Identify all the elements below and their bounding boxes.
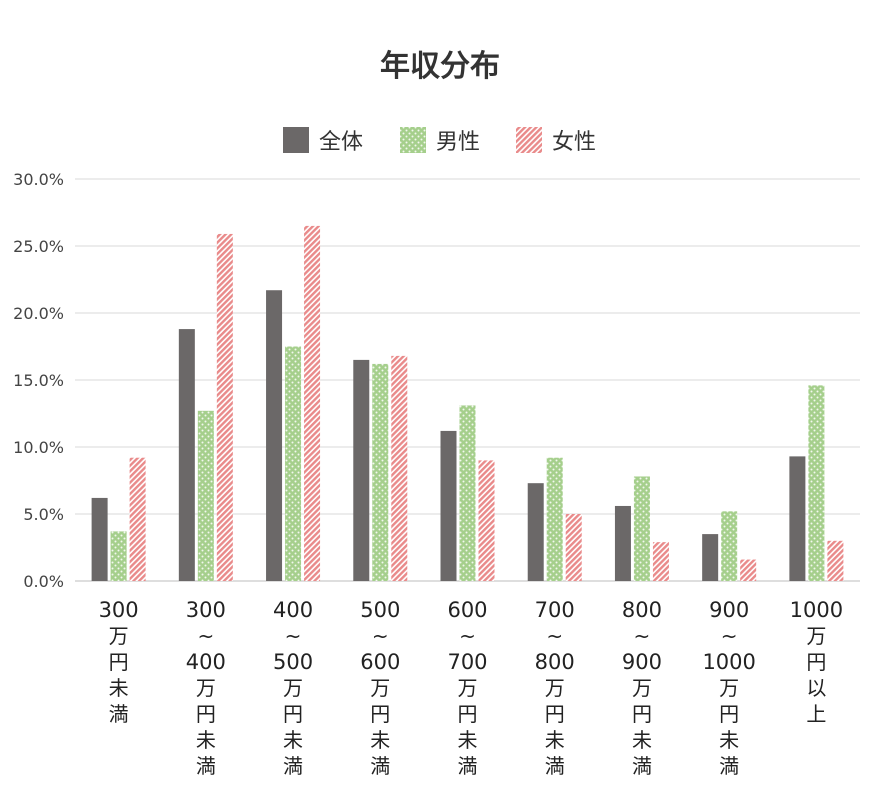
bar [391,355,408,581]
x-tick-label: 400 ~500 万円未満 [273,598,313,778]
x-tick-label: 600 ~700 万円未満 [447,598,487,778]
legend-label: 男性 [436,130,480,155]
legend-label: 全体 [319,130,363,155]
bar [285,346,302,581]
bar [702,534,719,581]
y-tick-label: 5.0% [23,505,64,524]
bar [216,233,233,581]
bar [527,483,544,581]
legend-label: 女性 [552,130,596,155]
bar [129,457,146,581]
bar [652,542,669,581]
bar [266,290,283,581]
bar [827,540,844,581]
y-tick-label: 15.0% [13,371,64,390]
bar [197,410,214,581]
bar [91,497,108,581]
bar [565,514,582,581]
legend: 全体 男性 女性 [283,127,596,155]
bar [304,225,321,581]
bar [614,505,631,581]
x-tick-label: 300 万円未満 [99,598,139,726]
bar [353,359,370,581]
bar [633,476,650,581]
y-tick-label: 20.0% [13,304,64,323]
legend-swatch [283,127,309,153]
y-tick-label: 30.0% [13,170,64,189]
y-tick-label: 25.0% [13,237,64,256]
bar [740,559,757,581]
x-axis-labels: 300 万円未満 300 ~400 万円未満 400 ~500 万円未満 500 ~600 万円未満… [99,598,844,778]
bar [808,385,825,581]
bar [440,430,457,581]
bar [459,405,476,581]
bar [789,456,806,581]
chart-title: 年収分布 [380,49,500,84]
x-tick-label: 1000 万円以上 [790,598,843,726]
legend-swatch [400,127,426,153]
bar [372,363,389,581]
x-tick-label: 700 ~800 万円未満 [535,598,575,778]
x-tick-label: 900 ~1000 万円未満 [702,598,755,778]
bar [546,457,563,581]
x-tick-label: 500 ~600 万円未満 [360,598,400,778]
bar [110,531,127,581]
x-tick-label: 800 ~900 万円未満 [622,598,662,778]
bars [91,225,844,581]
bar [721,511,738,581]
bar [478,460,495,581]
legend-swatch [516,127,542,153]
y-tick-label: 0.0% [23,572,64,591]
x-tick-label: 300 ~400 万円未満 [186,598,226,778]
y-tick-label: 10.0% [13,438,64,457]
bar [178,329,195,581]
